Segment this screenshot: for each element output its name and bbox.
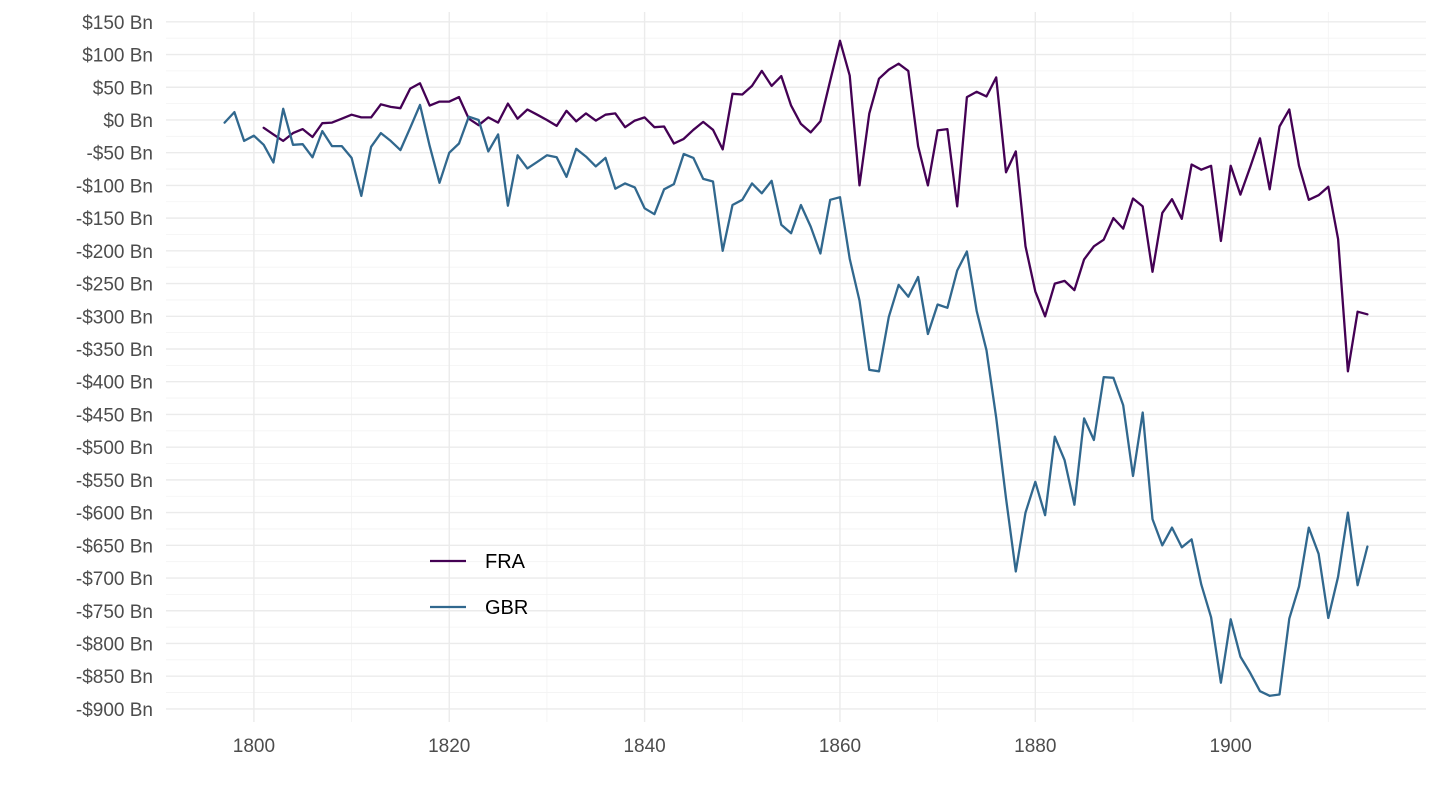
y-tick-label: -$850 Bn xyxy=(76,667,153,688)
major-gridlines xyxy=(166,12,1426,722)
legend: FRA GBR xyxy=(430,551,528,619)
y-tick-label: -$50 Bn xyxy=(86,144,153,165)
minor-gridlines xyxy=(166,12,1426,722)
y-tick-label: -$200 Bn xyxy=(76,242,153,263)
y-tick-label: -$650 Bn xyxy=(76,536,153,557)
legend-label-fra: FRA xyxy=(485,551,526,573)
y-tick-label: -$450 Bn xyxy=(76,405,153,426)
y-tick-label: -$550 Bn xyxy=(76,471,153,492)
y-tick-label: $100 Bn xyxy=(82,46,153,67)
y-tick-label: -$150 Bn xyxy=(76,209,153,230)
y-tick-label: -$100 Bn xyxy=(76,176,153,197)
series-line-gbr xyxy=(223,103,1369,697)
legend-label-gbr: GBR xyxy=(485,597,528,619)
y-tick-label: -$700 Bn xyxy=(76,569,153,590)
y-tick-label: -$750 Bn xyxy=(76,602,153,623)
x-tick-label: 1820 xyxy=(428,736,470,757)
y-tick-label: $0 Bn xyxy=(103,111,153,132)
y-tick-label: -$250 Bn xyxy=(76,275,153,296)
y-axis-tick-labels: $150 Bn $100 Bn $50 Bn $0 Bn -$50 Bn -$100 Bn… xyxy=(76,13,153,721)
x-tick-label: 1840 xyxy=(623,736,665,757)
y-tick-label: -$600 Bn xyxy=(76,504,153,525)
x-tick-label: 1900 xyxy=(1210,736,1252,757)
y-tick-label: -$350 Bn xyxy=(76,340,153,361)
y-tick-label: -$300 Bn xyxy=(76,307,153,328)
y-tick-label: -$900 Bn xyxy=(76,700,153,721)
y-tick-label: -$800 Bn xyxy=(76,634,153,655)
y-tick-label: $150 Bn xyxy=(82,13,153,34)
y-tick-label: $50 Bn xyxy=(93,78,153,99)
x-axis-tick-labels: 1800 1820 1840 1860 1880 1900 xyxy=(233,736,1252,757)
y-tick-label: -$400 Bn xyxy=(76,373,153,394)
series-line-fra xyxy=(262,39,1369,373)
x-tick-label: 1800 xyxy=(233,736,275,757)
x-tick-label: 1860 xyxy=(819,736,861,757)
x-tick-label: 1880 xyxy=(1014,736,1056,757)
y-tick-label: -$500 Bn xyxy=(76,438,153,459)
series-lines xyxy=(223,39,1369,697)
